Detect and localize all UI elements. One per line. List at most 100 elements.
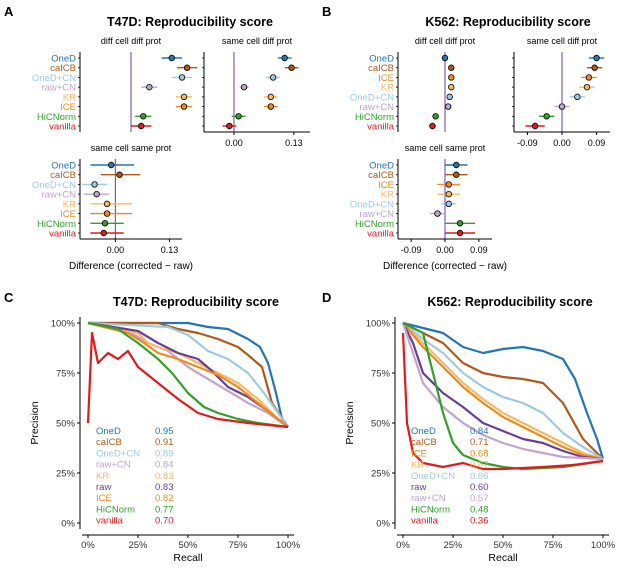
method-label: HiCNorm (37, 112, 76, 123)
method-label: caICB (50, 63, 76, 74)
method-label: vanilla (367, 229, 395, 240)
method-label: KR (63, 199, 76, 210)
x-tick-label: 0.09 (470, 245, 488, 255)
legend-value: 0.57 (470, 493, 489, 504)
pr-curve (87, 321, 289, 428)
method-label: vanilla (49, 229, 77, 240)
x-tick-label: 0.00 (553, 138, 571, 148)
method-label: OneD+CN (350, 92, 394, 103)
method-label: OneD (51, 54, 76, 65)
estimate-point (180, 93, 188, 101)
pr-curve (87, 321, 289, 429)
legend-value: 0.70 (155, 516, 174, 527)
estimate-point (593, 54, 600, 62)
legend-value: 0.84 (155, 460, 174, 471)
estimate-point (235, 113, 242, 120)
estimate-point (448, 64, 455, 71)
method-label: raw+CN (359, 102, 394, 113)
estimate-point (267, 103, 275, 110)
method-label: caICB (368, 63, 394, 74)
x-tick-label: 25% (128, 540, 148, 551)
x-tick-label: 0.13 (285, 138, 303, 148)
legend-label: ICE (411, 448, 427, 459)
panel-title-d: K562: Reproducibility score (427, 295, 592, 309)
method-label: ICE (60, 102, 76, 113)
legend-label: caICB (96, 437, 122, 448)
method-label: raw+CN (41, 190, 76, 201)
x-tick-label: 100% (276, 540, 301, 551)
estimate-point (240, 83, 248, 91)
estimate-point (93, 190, 100, 198)
legend-label: vanilla (96, 516, 124, 527)
pr-curve (86, 331, 289, 429)
pr-curve (402, 322, 604, 460)
estimate-point (226, 122, 233, 130)
legend-label: OneD+CN (411, 471, 455, 482)
estimate-point (183, 64, 191, 71)
legend-label: ICE (96, 493, 112, 504)
facet-subtitle: same cell same prot (91, 143, 172, 153)
pr-curve (87, 321, 289, 428)
method-label: KR (63, 92, 76, 103)
x-tick-label: 0.13 (161, 245, 179, 255)
x-axis-label: Difference (corrected − raw) (383, 261, 507, 272)
legend-label: raw+CN (96, 460, 131, 471)
method-label: ICE (60, 209, 76, 220)
x-axis-label: Recall (173, 552, 202, 564)
x-tick-label: 0.00 (225, 138, 243, 148)
facet-subtitle: diff cell diff prot (101, 36, 162, 46)
estimate-point (137, 122, 145, 130)
legend-label: OneD (96, 426, 121, 437)
panel-title-b: K562: Reproducibility score (425, 15, 590, 29)
method-label: caICB (368, 170, 394, 181)
legend-value: 0.66 (470, 471, 489, 482)
method-label: vanilla (49, 122, 77, 133)
estimate-point (100, 229, 107, 237)
facet-subtitle: diff cell diff prot (415, 36, 476, 46)
y-tick-label: 50% (371, 419, 391, 430)
x-tick-label: 100% (591, 540, 616, 551)
x-tick-label: 75% (543, 540, 563, 551)
pr-curve (88, 321, 289, 428)
legend-value: 0.84 (470, 426, 489, 437)
method-label: HiCNorm (355, 219, 394, 230)
facet-subtitle: same cell diff prot (527, 36, 598, 46)
pr-curve (87, 321, 289, 428)
x-tick-label: 0.00 (107, 245, 125, 255)
pr-curve (402, 322, 604, 461)
estimate-point (574, 93, 581, 101)
estimate-point (103, 200, 111, 208)
legend-label: HiCNorm (411, 504, 450, 515)
legend-label: raw+CN (411, 493, 446, 504)
legend-value: 0.67 (470, 460, 489, 471)
legend-label: raw (96, 482, 111, 493)
estimate-point (456, 220, 464, 227)
method-label: OneD (369, 161, 394, 172)
estimate-point (432, 113, 439, 120)
method-label: raw+CN (41, 83, 76, 94)
estimate-point (583, 83, 591, 91)
legend-value: 0.83 (155, 471, 174, 482)
method-label: OneD+CN (350, 199, 394, 210)
method-label: OneD (369, 54, 394, 65)
legend-value: 0.36 (470, 516, 489, 527)
estimate-point (269, 74, 277, 81)
y-tick-label: 75% (56, 369, 76, 380)
estimate-point (585, 74, 593, 81)
legend-label: KR (411, 460, 424, 471)
estimate-point (558, 103, 566, 110)
y-axis-label: Precision (344, 401, 356, 444)
estimate-point (288, 64, 295, 71)
x-tick-label: -0.09 (517, 138, 538, 148)
estimate-point (591, 64, 598, 71)
pr-curve (88, 321, 289, 428)
x-tick-label: 0% (396, 540, 410, 551)
legend-value: 0.60 (470, 482, 489, 493)
pr-curve (401, 322, 604, 461)
legend-label: caICB (411, 437, 437, 448)
legend-value: 0.68 (470, 448, 489, 459)
legend-value: 0.82 (155, 493, 174, 504)
y-tick-label: 0% (376, 519, 390, 530)
method-label: OneD+CN (32, 180, 76, 191)
